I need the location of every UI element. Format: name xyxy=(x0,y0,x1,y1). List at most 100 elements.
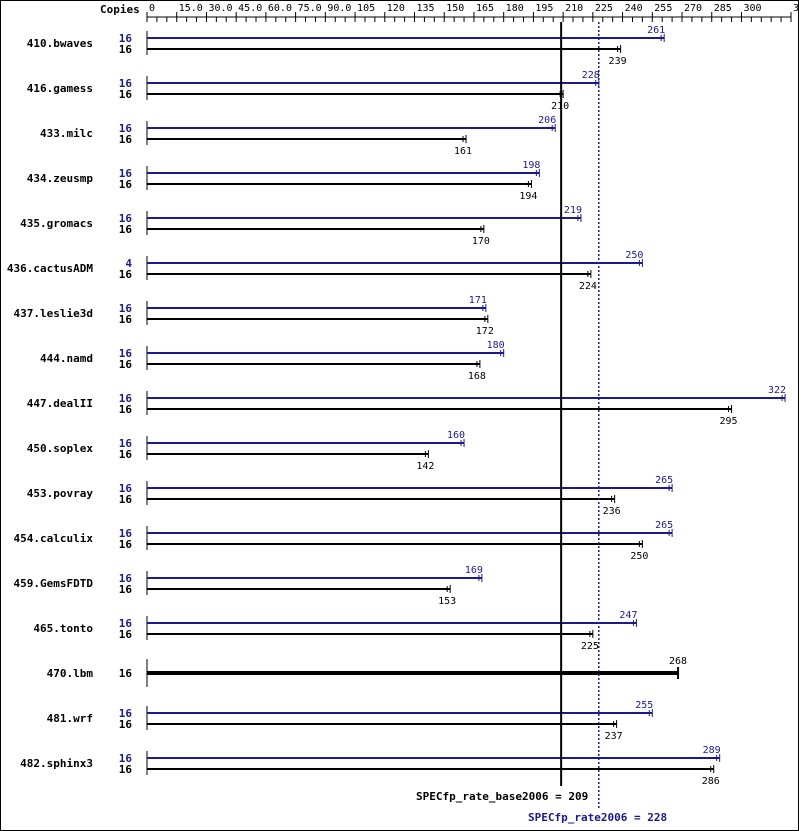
reference-lines: SPECfp_rate_base2006 = 209 SPECfp_rate200… xyxy=(416,22,667,824)
base-value-label: 295 xyxy=(720,416,738,427)
base-copies-label: 16 xyxy=(119,583,133,596)
x-tick-label: 45.0 xyxy=(238,3,262,14)
base-copies-label: 16 xyxy=(119,667,133,680)
benchmark-row: 481.wrf 16 255 16 237 xyxy=(47,700,654,742)
benchmark-label: 433.milc xyxy=(40,127,93,140)
base-copies-label: 16 xyxy=(119,448,133,461)
base-value-label: 210 xyxy=(551,101,569,112)
base-value-label: 142 xyxy=(416,461,434,472)
benchmark-row: 435.gromacs 16 219 16 170 xyxy=(20,205,582,247)
peak-copies-label: 16 xyxy=(119,167,133,180)
peak-copies-label: 16 xyxy=(119,212,133,225)
base-value-label: 153 xyxy=(438,596,456,607)
benchmark-label: 416.gamess xyxy=(27,82,93,95)
base-value-label: 239 xyxy=(609,56,627,67)
base-value-label: 194 xyxy=(519,191,537,202)
base-copies-label: 16 xyxy=(119,628,133,641)
peak-copies-label: 16 xyxy=(119,347,133,360)
benchmark-label: 435.gromacs xyxy=(20,217,93,230)
base-value-label: 224 xyxy=(579,281,597,292)
x-tick-label: 285 xyxy=(714,3,732,14)
x-axis: 0 15.0 30.0 45.0 60.0 75.0 90.0 105 120 135 150 165… xyxy=(146,3,799,22)
base-value-label: 286 xyxy=(702,776,720,787)
x-tick-label: 150 xyxy=(446,3,464,14)
peak-value-label: 219 xyxy=(564,205,582,216)
peak-copies-label: 16 xyxy=(119,482,133,495)
base-value-label: 172 xyxy=(476,326,494,337)
peak-value-label: 171 xyxy=(469,295,487,306)
benchmark-row: 465.tonto 16 247 16 225 xyxy=(33,610,637,652)
benchmark-row: 444.namd 16 180 16 168 xyxy=(40,340,505,382)
x-tick-label: 0 xyxy=(149,3,155,14)
benchmark-row: 433.milc 16 206 16 161 xyxy=(40,115,556,157)
benchmark-label: 444.namd xyxy=(40,352,93,365)
base-value-label: 168 xyxy=(468,371,486,382)
benchmark-label: 434.zeusmp xyxy=(27,172,94,185)
base-copies-label: 16 xyxy=(119,88,133,101)
peak-value-label: 265 xyxy=(655,520,673,531)
benchmark-label: 459.GemsFDTD xyxy=(14,577,94,590)
peak-copies-label: 16 xyxy=(119,527,133,540)
benchmark-row: 453.povray 16 265 16 236 xyxy=(27,475,673,517)
x-tick-label: 270 xyxy=(684,3,702,14)
x-tick-label: 300 xyxy=(743,3,761,14)
peak-value-label: 180 xyxy=(487,340,505,351)
benchmark-label: 481.wrf xyxy=(47,712,93,725)
x-tick-label: 210 xyxy=(565,3,583,14)
peak-value-label: 289 xyxy=(703,745,721,756)
base-copies-label: 16 xyxy=(119,268,133,281)
benchmark-row: 416.gamess 16 228 16 210 xyxy=(27,70,600,112)
benchmark-label: 436.cactusADM xyxy=(7,262,93,275)
peak-copies-label: 16 xyxy=(119,617,133,630)
x-tick-label: 325 xyxy=(793,3,799,14)
peak-value-label: 169 xyxy=(465,565,483,576)
base-copies-label: 16 xyxy=(119,313,133,326)
peak-copies-label: 16 xyxy=(119,32,133,45)
peak-value-label: 247 xyxy=(619,610,637,621)
base-copies-label: 16 xyxy=(119,43,133,56)
base-copies-label: 16 xyxy=(119,133,133,146)
benchmark-row: 410.bwaves 16 261 16 239 xyxy=(27,25,665,67)
benchmark-label: 465.tonto xyxy=(33,622,93,635)
base-value-label: 268 xyxy=(669,656,687,667)
benchmark-label: 447.dealII xyxy=(27,397,93,410)
peak-copies-label: 16 xyxy=(119,752,133,765)
peak-copies-label: 16 xyxy=(119,392,133,405)
peak-copies-label: 16 xyxy=(119,572,133,585)
base-copies-label: 16 xyxy=(119,538,133,551)
peak-summary-label: SPECfp_rate2006 = 228 xyxy=(528,811,667,824)
peak-value-label: 206 xyxy=(538,115,556,126)
benchmark-row: 436.cactusADM 4 250 16 224 xyxy=(7,250,644,292)
benchmark-label: 470.lbm xyxy=(47,667,94,680)
benchmark-label: 482.sphinx3 xyxy=(20,757,93,770)
peak-value-label: 228 xyxy=(582,70,600,81)
benchmark-label: 450.soplex xyxy=(27,442,94,455)
benchmark-rows: 410.bwaves 16 261 16 239 416.gamess 16 228 16 210… xyxy=(7,25,786,787)
peak-value-label: 322 xyxy=(768,385,786,396)
base-value-label: 250 xyxy=(630,551,648,562)
peak-copies-label: 16 xyxy=(119,302,133,315)
x-tick-label: 15.0 xyxy=(179,3,203,14)
peak-copies-label: 16 xyxy=(119,437,133,450)
base-value-label: 236 xyxy=(603,506,621,517)
base-copies-label: 16 xyxy=(119,763,133,776)
benchmark-row: 482.sphinx3 16 289 16 286 xyxy=(20,745,721,787)
base-copies-label: 16 xyxy=(119,718,133,731)
x-tick-label: 120 xyxy=(387,3,405,14)
x-tick-label: 165 xyxy=(476,3,494,14)
x-tick-label: 105 xyxy=(357,3,375,14)
x-tick-label: 255 xyxy=(654,3,672,14)
benchmark-label: 453.povray xyxy=(27,487,94,500)
benchmark-row: 454.calculix 16 265 16 250 xyxy=(14,520,674,562)
benchmark-row: 450.soplex 16 160 16 142 xyxy=(27,430,465,472)
x-tick-label: 240 xyxy=(625,3,643,14)
base-value-label: 161 xyxy=(454,146,472,157)
benchmark-row: 437.leslie3d 16 171 16 172 xyxy=(14,295,494,337)
peak-value-label: 160 xyxy=(447,430,465,441)
peak-value-label: 250 xyxy=(625,250,643,261)
base-value-label: 237 xyxy=(605,731,623,742)
x-tick-label: 75.0 xyxy=(298,3,322,14)
base-copies-label: 16 xyxy=(119,178,133,191)
copies-header: Copies xyxy=(100,3,140,16)
